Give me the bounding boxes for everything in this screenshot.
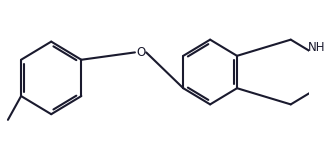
Text: NH: NH xyxy=(308,41,325,54)
Text: O: O xyxy=(136,46,145,59)
